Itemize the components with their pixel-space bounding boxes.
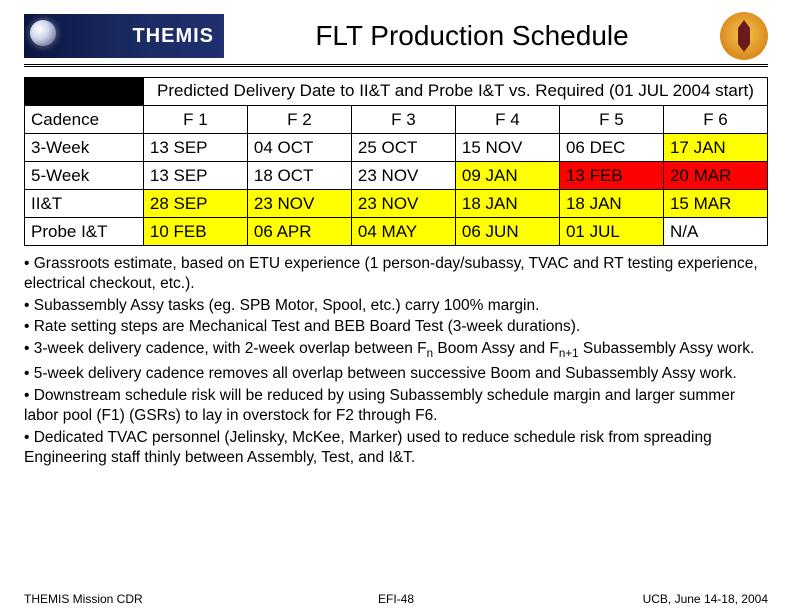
- table-cell: 06 DEC: [559, 134, 663, 162]
- table-cell: 20 MAR: [663, 162, 767, 190]
- footer-right: UCB, June 14-18, 2004: [520, 592, 768, 606]
- table-column-f5: F 5: [559, 106, 663, 134]
- table-cell: 23 NOV: [351, 190, 455, 218]
- table-column-f3: F 3: [351, 106, 455, 134]
- table-cell: 13 FEB: [559, 162, 663, 190]
- table-row-label: Probe I&T: [25, 218, 144, 246]
- bullet-item: • Downstream schedule risk will be reduc…: [24, 386, 768, 426]
- table-column-f1: F 1: [143, 106, 247, 134]
- table-cell: 06 APR: [247, 218, 351, 246]
- table-row: 3-Week13 SEP04 OCT25 OCT15 NOV06 DEC17 J…: [25, 134, 768, 162]
- bullet-item: • Grassroots estimate, based on ETU expe…: [24, 254, 768, 294]
- mission-crest-icon: [720, 12, 768, 60]
- table-column-f2: F 2: [247, 106, 351, 134]
- table-corner-blank: [25, 78, 144, 106]
- table-row: Probe I&T10 FEB06 APR04 MAY06 JUN01 JULN…: [25, 218, 768, 246]
- table-super-header: Predicted Delivery Date to II&T and Prob…: [143, 78, 767, 106]
- schedule-table: Predicted Delivery Date to II&T and Prob…: [24, 77, 768, 246]
- table-column-f6: F 6: [663, 106, 767, 134]
- table-cell: 28 SEP: [143, 190, 247, 218]
- table-cell: 23 NOV: [351, 162, 455, 190]
- bullet-item: • 3-week delivery cadence, with 2-week o…: [24, 339, 768, 362]
- bullet-list: • Grassroots estimate, based on ETU expe…: [24, 254, 768, 467]
- bullet-item: • Rate setting steps are Mechanical Test…: [24, 317, 768, 337]
- bullet-item: • 5-week delivery cadence removes all ov…: [24, 364, 768, 384]
- table-cell: 23 NOV: [247, 190, 351, 218]
- slide-footer: THEMIS Mission CDR EFI-48 UCB, June 14-1…: [0, 592, 792, 606]
- table-column-header-row: CadenceF 1F 2F 3F 4F 5F 6: [25, 106, 768, 134]
- table-row: 5-Week13 SEP18 OCT23 NOV09 JAN13 FEB20 M…: [25, 162, 768, 190]
- header-rule: [24, 64, 768, 67]
- footer-center-prefix: EFI-: [378, 592, 401, 606]
- table-cell: 15 MAR: [663, 190, 767, 218]
- footer-center: EFI-48: [272, 592, 520, 606]
- table-cell: 15 NOV: [455, 134, 559, 162]
- table-column-cadence: Cadence: [25, 106, 144, 134]
- table-cell: 13 SEP: [143, 134, 247, 162]
- table-cell: 04 MAY: [351, 218, 455, 246]
- schedule-table-wrap: Predicted Delivery Date to II&T and Prob…: [24, 77, 768, 246]
- table-cell: 04 OCT: [247, 134, 351, 162]
- table-cell: 25 OCT: [351, 134, 455, 162]
- table-cell: 18 JAN: [455, 190, 559, 218]
- bullet-item: • Subassembly Assy tasks (eg. SPB Motor,…: [24, 296, 768, 316]
- logo-text: THEMIS: [132, 25, 214, 48]
- table-row-label: 5-Week: [25, 162, 144, 190]
- footer-page-number: 48: [401, 592, 414, 606]
- table-column-f4: F 4: [455, 106, 559, 134]
- table-cell: 09 JAN: [455, 162, 559, 190]
- slide-header: THEMIS FLT Production Schedule: [0, 0, 792, 64]
- table-row-label: II&T: [25, 190, 144, 218]
- table-cell: 13 SEP: [143, 162, 247, 190]
- table-cell: 18 JAN: [559, 190, 663, 218]
- table-row: II&T28 SEP23 NOV23 NOV18 JAN18 JAN15 MAR: [25, 190, 768, 218]
- table-cell: 01 JUL: [559, 218, 663, 246]
- page-title: FLT Production Schedule: [224, 20, 720, 52]
- footer-left: THEMIS Mission CDR: [24, 592, 272, 606]
- table-cell: 06 JUN: [455, 218, 559, 246]
- table-cell: 17 JAN: [663, 134, 767, 162]
- themis-logo: THEMIS: [24, 14, 224, 58]
- table-cell: 10 FEB: [143, 218, 247, 246]
- table-super-header-row: Predicted Delivery Date to II&T and Prob…: [25, 78, 768, 106]
- table-cell: 18 OCT: [247, 162, 351, 190]
- table-row-label: 3-Week: [25, 134, 144, 162]
- bullet-item: • Dedicated TVAC personnel (Jelinsky, Mc…: [24, 428, 768, 468]
- table-cell: N/A: [663, 218, 767, 246]
